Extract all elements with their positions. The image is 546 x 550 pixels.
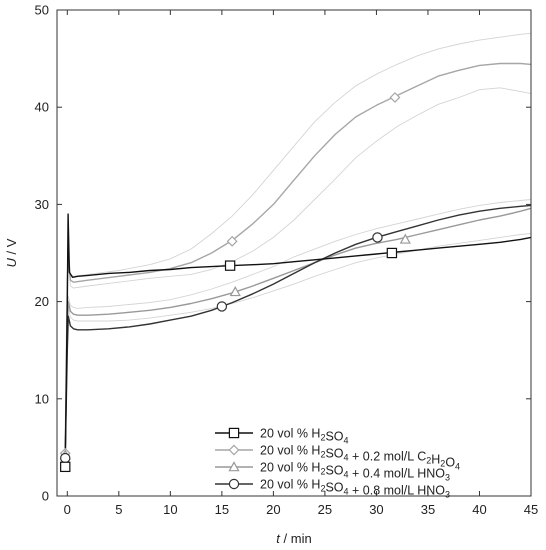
legend-text-part: SO — [325, 430, 343, 444]
legend-text-part: 20 vol % H — [260, 461, 320, 475]
y-tick-label: 30 — [35, 197, 49, 212]
series-marker — [224, 260, 236, 271]
x-tick-label: 35 — [421, 502, 435, 517]
legend-text-part: 20 vol % H — [260, 444, 320, 458]
series-marker — [226, 235, 238, 247]
y-tick-label: 0 — [42, 489, 49, 504]
legend-subscript: 2 — [440, 459, 445, 469]
legend-subscript: 2 — [320, 467, 325, 477]
y-axis-variable: U — [4, 257, 19, 267]
legend-marker — [228, 461, 240, 472]
series-marker — [389, 92, 401, 103]
y-axis-unit: / V — [4, 238, 19, 258]
x-tick-label: 0 — [64, 502, 71, 517]
legend-text-part: 20 vol % H — [260, 427, 320, 441]
x-tick-label: 5 — [115, 502, 122, 517]
legend-subscript: 2 — [320, 433, 325, 443]
legend-subscript: 2 — [320, 484, 325, 494]
legend-label: 20 vol % H2SO4 + 0.8 mol/L HNO3 — [260, 478, 450, 500]
x-tick-label: 30 — [369, 502, 383, 517]
series-marker — [60, 461, 71, 473]
legend-text-part: + 0.8 mol/L HNO — [349, 484, 446, 498]
legend-text-part: SO — [325, 447, 343, 461]
series-band-lower — [64, 87, 532, 454]
legend-subscript: 3 — [445, 473, 450, 483]
x-tick-label: 25 — [318, 502, 332, 517]
series-marker — [386, 247, 398, 259]
legend-text-part: O — [445, 456, 455, 470]
x-tick-label: 45 — [524, 502, 538, 517]
x-axis-unit: / min — [280, 531, 312, 546]
x-tick-label: 40 — [472, 502, 486, 517]
x-tick-label: 15 — [215, 502, 229, 517]
series-lines — [64, 62, 532, 467]
legend-subscript: 4 — [344, 453, 349, 463]
plot-area-frame — [56, 9, 532, 497]
legend-subscript: 4 — [344, 487, 349, 497]
legend-marker — [228, 478, 240, 490]
series-band-lower — [64, 233, 532, 456]
legend-subscript: 2 — [426, 456, 431, 466]
legend-subscript: 4 — [344, 470, 349, 480]
legend-text-part: SO — [325, 481, 343, 495]
series-line — [64, 62, 532, 454]
series-line — [64, 213, 532, 467]
axis-ticks: 0 5 10 15 20 25 30 35 40 45 0 10 20 30 40 50 — [35, 3, 539, 518]
x-axis-label: t / min — [276, 531, 311, 546]
legend-label: 20 vol % H2SO4 + 0.4 mol/L HNO3 — [260, 461, 450, 483]
series-band-upper — [64, 199, 532, 456]
legend-subscript: 3 — [445, 490, 450, 500]
series-marker — [60, 452, 71, 464]
series-line — [64, 207, 532, 456]
legend-subscript: 4 — [344, 436, 349, 446]
legend-text-part: H — [431, 453, 440, 467]
x-axis-variable: t — [276, 531, 281, 546]
x-tick-label: 20 — [266, 502, 280, 517]
legend-subscript: 4 — [455, 462, 460, 472]
y-axis-label: U / V — [4, 238, 19, 267]
y-tick-label: 40 — [35, 100, 49, 115]
legend-marker — [228, 427, 240, 439]
x-tick-label: 10 — [163, 502, 177, 517]
legend-label: 20 vol % H2SO4 + 0.2 mol/L C2H2O4 — [260, 444, 460, 472]
legend-subscript: 2 — [320, 450, 325, 460]
legend-text-part: 20 vol % H — [260, 478, 320, 492]
series-marker — [216, 301, 228, 312]
series-markers — [59, 92, 411, 473]
legend-text-part: SO — [325, 464, 343, 478]
series-marker — [399, 233, 411, 244]
legend-text-part: + 0.2 mol/L C — [349, 450, 427, 464]
series-bands — [64, 32, 532, 456]
legend-marker — [228, 444, 240, 456]
series-marker — [229, 286, 241, 297]
y-tick-label: 10 — [35, 391, 49, 406]
y-tick-label: 20 — [35, 294, 49, 309]
y-tick-label: 50 — [35, 3, 49, 18]
series-marker — [372, 232, 383, 243]
legend-label: 20 vol % H2SO4 — [260, 427, 349, 446]
series-line — [64, 204, 532, 459]
legend-text-part: + 0.4 mol/L HNO — [349, 467, 446, 481]
